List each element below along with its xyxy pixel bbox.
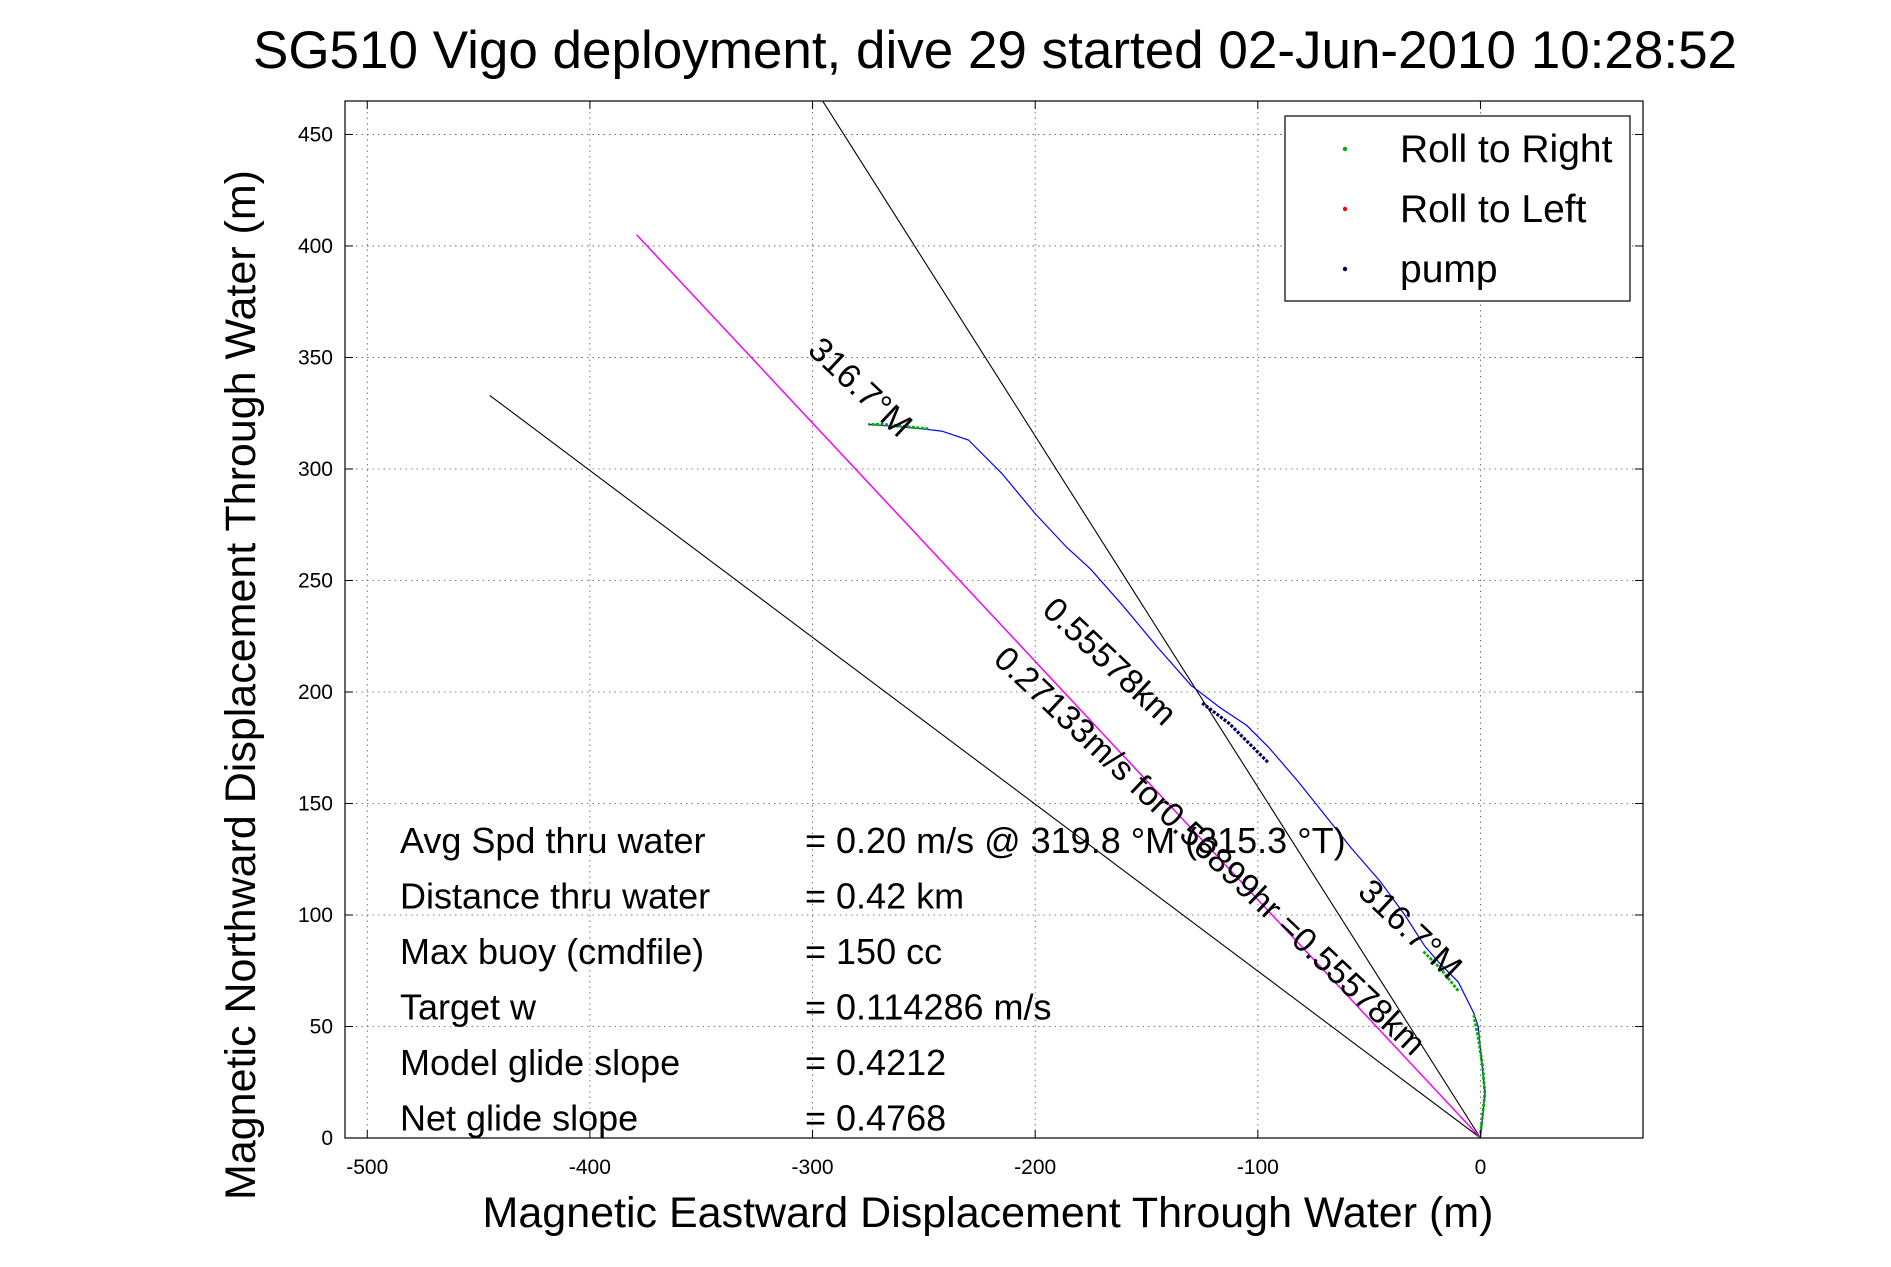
roll-right-segment (1421, 949, 1460, 992)
x-tick-label: -100 (1237, 1156, 1279, 1179)
legend-label: Roll to Right (1400, 128, 1613, 171)
y-axis-label: Magnetic Northward Displacement Through … (217, 170, 265, 1200)
roll-right-segment (868, 422, 929, 431)
reference-line (489, 394, 1481, 1138)
legend-marker (1342, 206, 1348, 212)
x-axis-ticks: -500 -400 -300 -200 -100 0 (346, 101, 1486, 1179)
x-tick-label: -200 (1014, 1156, 1056, 1179)
y-tick-label: 450 (298, 123, 333, 146)
x-tick-label: 0 (1475, 1156, 1487, 1179)
x-tick-label: -300 (792, 1156, 834, 1179)
stats-block: Avg Spd thru water = 0.20 m/s @ 319.8 °M … (400, 820, 1346, 1139)
pump-segment (1201, 701, 1271, 765)
legend-marker (1342, 266, 1348, 272)
stat-label: Avg Spd thru water (400, 820, 706, 861)
x-axis-label: Magnetic Eastward Displacement Through W… (483, 1189, 1494, 1237)
stat-value: = 0.42 km (805, 876, 964, 917)
y-tick-label: 100 (298, 904, 333, 927)
track-lines (868, 422, 1487, 1138)
y-tick-label: 150 (298, 792, 333, 815)
stat-label: Distance thru water (400, 876, 710, 917)
legend-box (1284, 115, 1631, 302)
stat-label: Net glide slope (400, 1098, 638, 1139)
legend-label: Roll to Left (1400, 188, 1587, 231)
stat-value: = 0.20 m/s @ 319.8 °M (315.3 °T) (805, 820, 1346, 861)
y-tick-label: 0 (321, 1127, 333, 1150)
chart-title: SG510 Vigo deployment, dive 29 started 0… (253, 21, 1737, 80)
legend-label: pump (1400, 248, 1498, 291)
y-tick-label: 50 (310, 1015, 333, 1038)
y-tick-label: 400 (298, 235, 333, 258)
stat-value: = 150 cc (805, 931, 942, 972)
heading-line (636, 234, 1482, 1138)
stat-value: = 0.4212 (805, 1042, 946, 1083)
stat-value: = 0.114286 m/s (805, 987, 1052, 1028)
stat-label: Max buoy (cmdfile) (400, 931, 704, 972)
y-axis-ticks: 0 50 100 150 200 250 300 350 400 450 (298, 123, 1643, 1150)
stat-label: Model glide slope (400, 1042, 680, 1083)
y-tick-label: 200 (298, 681, 333, 704)
stat-label: Target w (400, 987, 537, 1028)
x-tick-label: -500 (346, 1156, 388, 1179)
y-tick-label: 350 (298, 346, 333, 369)
y-tick-label: 250 (298, 569, 333, 592)
reference-line (822, 101, 1481, 1138)
track-line (868, 423, 1486, 1138)
roll-right-segment (1472, 1015, 1487, 1134)
legend-marker (1342, 146, 1348, 152)
heading-lines (636, 234, 1482, 1138)
legend: Roll to Right Roll to Left pump (1284, 115, 1631, 302)
plot-frame (344, 100, 1644, 1139)
stat-value: = 0.4768 (805, 1098, 946, 1139)
x-tick-label: -400 (569, 1156, 611, 1179)
y-tick-label: 300 (298, 458, 333, 481)
